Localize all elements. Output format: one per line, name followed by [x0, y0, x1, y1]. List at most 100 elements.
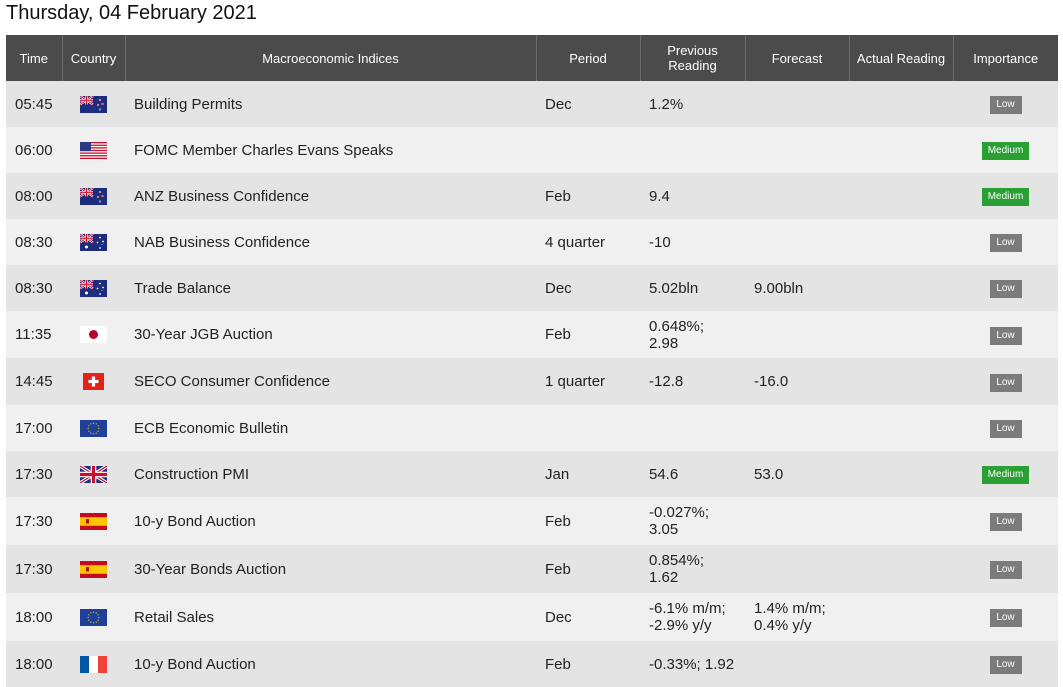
time-cell: 17:00: [6, 405, 62, 451]
previous-reading-cell: [640, 405, 745, 451]
previous-reading-line1: -0.027%;: [649, 504, 710, 521]
forecast-line1: 1.4% m/m;: [754, 600, 826, 617]
importance-badge: Low: [989, 234, 1022, 252]
forecast-cell: [745, 641, 849, 687]
previous-reading-line1: 9.4: [649, 187, 670, 205]
forecast-cell: [745, 497, 849, 545]
importance-cell: Low: [953, 593, 1058, 641]
index-name-cell: Trade Balance: [125, 265, 536, 311]
previous-reading-cell: 1.2%: [640, 81, 745, 127]
index-name-cell: SECO Consumer Confidence: [125, 358, 536, 405]
actual-reading-cell: [849, 451, 953, 497]
forecast-line1: 53.0: [754, 465, 784, 483]
header-time: Time: [6, 35, 62, 81]
au-flag-icon: [80, 233, 107, 251]
header-period: Period: [535, 35, 640, 81]
previous-reading-line1: 54.6: [649, 465, 679, 483]
nz-flag-icon: [80, 187, 107, 205]
previous-reading-cell: 5.02bln: [640, 265, 745, 311]
country-cell: [62, 641, 125, 687]
table-row: 17:30 30-Year Bonds Auction Feb 0.854%; 1.62…: [6, 545, 1058, 593]
header-country: Country: [61, 35, 125, 81]
header-macro-indices: Macroeconomic Indices: [124, 35, 536, 81]
index-name-cell: 10-y Bond Auction: [125, 641, 536, 687]
importance-badge: Low: [989, 326, 1022, 345]
actual-reading-cell: [849, 545, 953, 593]
previous-reading-line1: -12.8: [649, 373, 684, 390]
country-cell: [62, 173, 125, 219]
index-name-cell: ECB Economic Bulletin: [125, 405, 536, 451]
importance-badge: Low: [989, 96, 1022, 114]
previous-reading-line1: 0.854%;: [649, 552, 705, 569]
table-row: 08:30 NAB Business Confidence 4 quarter -10…: [6, 219, 1058, 265]
economic-calendar-table: Time Country Macroeconomic Indices Perio…: [6, 35, 1058, 687]
fr-flag-icon: [80, 655, 107, 673]
eu-flag-icon: [80, 419, 107, 437]
forecast-cell: -16.0: [745, 358, 849, 405]
forecast-cell: 9.00bln: [745, 265, 849, 311]
importance-badge: Medium: [981, 188, 1030, 206]
forecast-line1: -16.0: [754, 373, 789, 390]
time-cell: 11:35: [6, 311, 62, 358]
previous-reading-cell: -12.8: [640, 358, 745, 405]
page-title: Thursday, 04 February 2021: [6, 2, 257, 24]
header-importance: Importance: [952, 35, 1058, 81]
actual-reading-cell: [849, 219, 953, 265]
importance-badge: Low: [989, 280, 1022, 298]
importance-cell: Low: [953, 497, 1058, 545]
table-row: 17:30 10-y Bond Auction Feb -0.027%; 3.05 Low: [6, 497, 1058, 545]
period-cell: Dec: [536, 81, 640, 127]
importance-badge: Low: [989, 513, 1022, 531]
table-body: 05:45 Building Permits Dec 1.2% Low 06:00 FOMC…: [6, 81, 1058, 687]
table-row: 08:00 ANZ Business Confidence Feb 9.4 Medium: [6, 173, 1058, 219]
forecast-cell: [745, 311, 849, 358]
table-row: 08:30 Trade Balance Dec 5.02bln 9.00bln Low: [6, 265, 1058, 311]
forecast-cell: [745, 545, 849, 593]
importance-cell: Medium: [953, 451, 1058, 497]
header-previous-reading: Previous Reading: [639, 35, 745, 81]
period-cell: 4 quarter: [536, 219, 640, 265]
time-cell: 05:45: [6, 81, 62, 127]
forecast-cell: [745, 173, 849, 219]
forecast-cell: 53.0: [745, 451, 849, 497]
actual-reading-cell: [849, 173, 953, 219]
previous-reading-line1: -6.1% m/m;: [649, 600, 726, 617]
actual-reading-cell: [849, 81, 953, 127]
country-cell: [62, 219, 125, 265]
table-header-row: Time Country Macroeconomic Indices Perio…: [6, 35, 1058, 81]
previous-reading-line2: 1.62: [649, 569, 679, 586]
period-cell: Feb: [536, 545, 640, 593]
country-cell: [62, 545, 125, 593]
table-row: 11:35 30-Year JGB Auction Feb 0.648%; 2.98 Lo…: [6, 311, 1058, 358]
period-cell: Feb: [536, 641, 640, 687]
previous-reading-cell: 0.648%; 2.98: [640, 311, 745, 358]
table-row: 17:30 Construction PMI Jan 54.6 53.0 Medium: [6, 451, 1058, 497]
previous-reading-line1: 5.02bln: [649, 279, 699, 297]
index-name-cell: Retail Sales: [125, 593, 536, 641]
table-row: 17:00 ECB Economic Bulletin Low: [6, 405, 1058, 451]
actual-reading-cell: [849, 265, 953, 311]
period-cell: [536, 127, 640, 173]
table-row: 05:45 Building Permits Dec 1.2% Low: [6, 81, 1058, 127]
header-previous-line2: Reading: [668, 58, 717, 73]
header-forecast: Forecast: [744, 35, 849, 81]
previous-reading-cell: 54.6: [640, 451, 745, 497]
es-flag-icon: [80, 512, 107, 530]
time-cell: 17:30: [6, 545, 62, 593]
actual-reading-cell: [849, 311, 953, 358]
gb-flag-icon: [80, 465, 107, 483]
previous-reading-line2: 3.05: [649, 521, 679, 538]
importance-badge: Medium: [981, 466, 1030, 484]
country-cell: [62, 497, 125, 545]
period-cell: Feb: [536, 497, 640, 545]
index-name-cell: Construction PMI: [125, 451, 536, 497]
previous-reading-line1: 0.648%;: [649, 317, 705, 335]
period-cell: Feb: [536, 173, 640, 219]
previous-reading-cell: [640, 127, 745, 173]
country-cell: [62, 311, 125, 358]
time-cell: 18:00: [6, 593, 62, 641]
previous-reading-line1: -0.33%; 1.92: [649, 655, 735, 673]
forecast-cell: [745, 81, 849, 127]
header-actual-reading: Actual Reading: [848, 35, 953, 81]
period-cell: Feb: [536, 311, 640, 358]
